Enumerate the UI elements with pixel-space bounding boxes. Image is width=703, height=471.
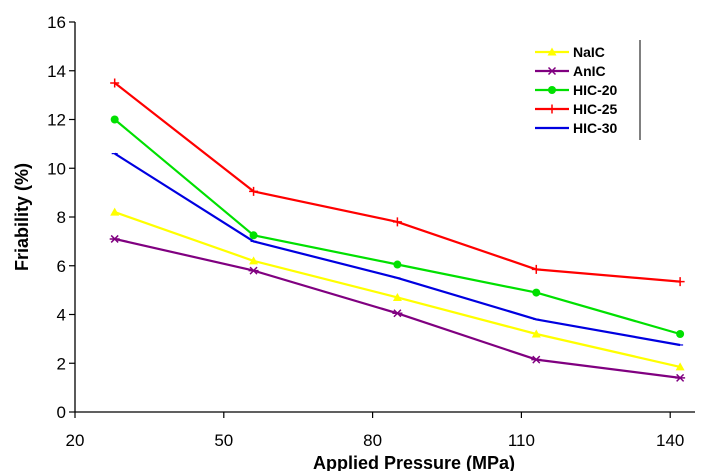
y-tick-label: 4 xyxy=(57,306,66,325)
legend-item: HIC-25 xyxy=(535,101,618,117)
legend-label: AnIC xyxy=(573,63,606,79)
y-tick-label: 0 xyxy=(57,403,66,422)
data-point xyxy=(547,66,557,76)
x-tick-label: 20 xyxy=(66,431,85,450)
x-tick-label: 140 xyxy=(656,431,684,450)
y-tick-label: 6 xyxy=(57,257,66,276)
y-tick-label: 10 xyxy=(47,159,66,178)
y-tick-label: 16 xyxy=(47,13,66,32)
series-line xyxy=(113,118,681,336)
series-line xyxy=(114,237,681,379)
y-axis-ticks: 0 2 4 6 8 10 12 14 16 xyxy=(47,13,75,422)
data-point xyxy=(547,104,557,114)
legend-label: HIC-30 xyxy=(573,120,618,136)
data-point xyxy=(249,186,259,196)
series-naic xyxy=(110,207,685,371)
data-point xyxy=(532,288,541,297)
data-point xyxy=(393,260,402,269)
series-anic xyxy=(109,234,686,382)
series-line xyxy=(114,152,681,347)
data-point xyxy=(110,207,120,216)
data-point xyxy=(109,234,120,243)
data-point xyxy=(548,86,556,94)
data-point xyxy=(392,217,402,227)
data-point xyxy=(675,373,686,382)
legend-item: HIC-30 xyxy=(535,120,618,136)
x-axis-title: Applied Pressure (MPa) xyxy=(313,453,515,471)
data-point xyxy=(531,355,542,364)
legend-label: HIC-20 xyxy=(573,82,618,98)
y-tick-label: 8 xyxy=(57,208,66,227)
legend-label: HIC-25 xyxy=(573,101,618,117)
x-axis-ticks: 20 50 80 110 140 xyxy=(66,412,684,450)
y-tick-label: 2 xyxy=(57,354,66,373)
data-point xyxy=(547,47,557,56)
data-point xyxy=(531,264,541,274)
legend-item: HIC-20 xyxy=(535,82,618,98)
legend-item: NaIC xyxy=(535,44,605,60)
data-point xyxy=(249,256,259,265)
data-point xyxy=(249,231,258,240)
data-point xyxy=(676,330,685,338)
series-hic-30 xyxy=(111,152,684,347)
legend-item: AnIC xyxy=(535,63,606,79)
series-layer xyxy=(109,78,686,382)
y-tick-label: 14 xyxy=(47,62,66,81)
data-point xyxy=(392,292,402,301)
series-line xyxy=(114,211,681,368)
data-point xyxy=(392,309,403,318)
x-tick-label: 110 xyxy=(508,431,535,450)
data-point xyxy=(110,78,120,88)
y-tick-label: 12 xyxy=(47,111,66,130)
x-tick-label: 80 xyxy=(363,431,382,450)
data-point xyxy=(531,329,541,338)
data-point xyxy=(675,362,685,371)
data-point xyxy=(675,277,685,287)
data-point xyxy=(248,266,259,275)
y-axis-title: Friability (%) xyxy=(12,163,32,271)
legend: NaIC AnIC HIC-20 HIC-25 HIC-30 xyxy=(535,40,641,140)
legend-label: NaIC xyxy=(573,44,605,60)
x-tick-label: 50 xyxy=(214,431,233,450)
series-hic-20 xyxy=(110,115,685,338)
series-hic-25 xyxy=(110,78,685,287)
data-point xyxy=(110,115,119,124)
